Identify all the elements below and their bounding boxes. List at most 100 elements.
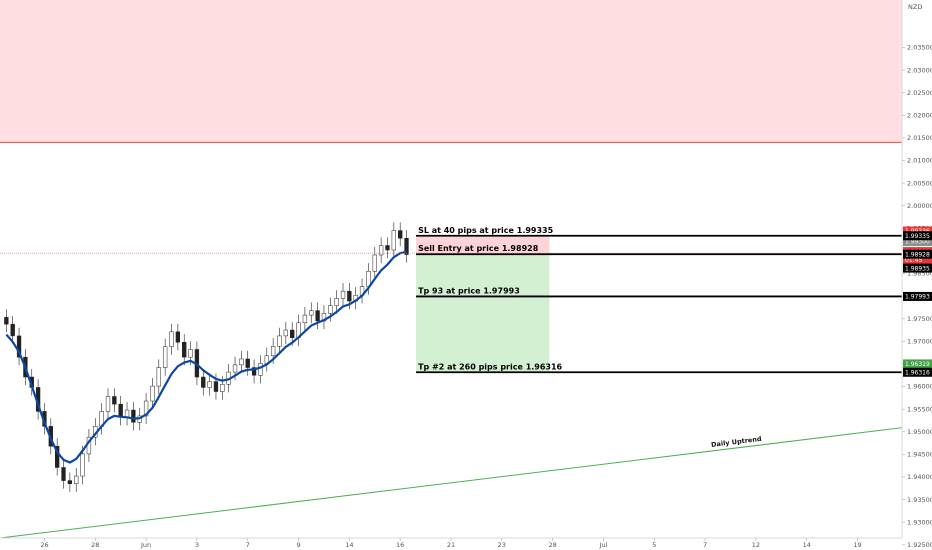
candle-body <box>334 298 339 306</box>
candle-body <box>328 305 333 314</box>
price-tag: 1.99300 <box>905 239 930 246</box>
candle-body <box>105 396 111 412</box>
x-tick-label: 23 <box>498 541 506 549</box>
candle-body <box>162 346 168 368</box>
y-tick-label: 1.94000 <box>907 473 932 481</box>
candle-body <box>213 381 219 392</box>
candle-body <box>258 363 263 376</box>
candle-body <box>175 331 181 343</box>
candle-body <box>245 358 250 368</box>
candle-body <box>201 376 206 388</box>
candle-body <box>385 245 390 251</box>
level-price-tag: 1.99335 <box>905 233 930 240</box>
level-price-tag-bg <box>903 231 932 241</box>
y-tick-label: 2.00500 <box>907 179 932 187</box>
y-tick-label: 1.93500 <box>907 496 932 504</box>
candle-body <box>378 245 384 256</box>
level-label: Sell Entry at price 1.98928 <box>418 244 539 253</box>
x-tick-label: 26 <box>40 541 48 549</box>
candle-body <box>239 358 244 366</box>
daily-uptrend-line <box>0 427 903 539</box>
level-label: Tp 93 at price 1.97993 <box>418 286 520 295</box>
y-tick-label: 1.96000 <box>907 383 932 391</box>
x-tick-label: 9 <box>296 541 300 549</box>
y-tick-label: 2.01000 <box>907 157 932 165</box>
candle-body <box>143 400 149 417</box>
y-tick-label: 1.93000 <box>907 518 932 526</box>
price-tag-bg <box>903 226 932 236</box>
level-price-tag: 1.97993 <box>905 294 930 301</box>
x-tick-label: Jun <box>140 541 151 549</box>
y-tick-label: 1.97000 <box>907 338 932 346</box>
candle-body <box>398 230 403 239</box>
x-tick-label: 28 <box>548 541 556 549</box>
risk-box <box>416 235 550 255</box>
candle-body <box>150 385 155 402</box>
candle-body <box>270 346 276 357</box>
x-tick-label: 7 <box>246 541 250 549</box>
candle-body <box>55 445 60 468</box>
candle-body <box>61 467 66 481</box>
candle-body <box>283 329 289 337</box>
x-tick-label: 28 <box>91 541 99 549</box>
candle-body <box>302 314 308 324</box>
x-tick-label: 16 <box>396 541 404 549</box>
y-tick-label: 1.97500 <box>907 315 932 323</box>
level-label: SL at 40 pips at price 1.99335 <box>418 226 554 235</box>
y-tick-label: 2.00000 <box>907 202 932 210</box>
candle-body <box>156 367 161 387</box>
x-tick-label: 14 <box>803 541 811 549</box>
y-tick-label: 2.03500 <box>907 44 932 52</box>
level-price-tag: 1.96316 <box>905 369 930 376</box>
candle-body <box>80 453 85 477</box>
candle-body <box>118 403 123 418</box>
y-tick-label: 1.94500 <box>907 451 932 459</box>
y-tick-label: 2.02500 <box>907 89 932 97</box>
x-tick-label: 3 <box>195 541 199 549</box>
candle-body <box>182 341 187 358</box>
candle-body <box>188 349 193 358</box>
candle-body <box>169 331 174 348</box>
y-tick-label: 2.01500 <box>907 134 932 142</box>
candle-body <box>232 364 238 373</box>
level-price-tag-bg <box>903 291 932 301</box>
y-tick-label: 2.02000 <box>907 111 932 119</box>
currency-label: NZD <box>908 3 922 11</box>
candle-body <box>315 310 320 322</box>
candle-body <box>251 367 257 376</box>
y-tick-label: 1.98500 <box>907 270 932 278</box>
price-tag-bg <box>903 236 932 246</box>
moving-average-line <box>5 250 407 464</box>
price-tag-bg <box>903 359 932 369</box>
price-tag: 1.98935 <box>905 265 930 272</box>
candle-body <box>404 238 409 255</box>
y-tick-label: 2.03000 <box>907 66 932 74</box>
candle-body <box>309 310 314 316</box>
price-tag-bg <box>903 255 932 265</box>
x-tick-label: 5 <box>652 541 656 549</box>
price-tag-bg <box>903 263 932 273</box>
resistance-zone <box>0 0 902 143</box>
price-tag: 1.96319 <box>905 361 930 368</box>
x-tick-label: 7 <box>703 541 707 549</box>
daily-uptrend-label: Daily Uptrend <box>711 435 763 449</box>
level-price-tag-bg <box>903 249 932 259</box>
candle-body <box>290 329 295 338</box>
candle-body <box>207 381 212 388</box>
candle-body <box>372 254 377 272</box>
candle-body <box>347 290 352 302</box>
candle-body <box>4 317 9 325</box>
price-tag: 01:45 <box>905 257 922 264</box>
candle-body <box>67 480 73 484</box>
candle-body <box>131 409 136 423</box>
candle-body <box>10 323 15 337</box>
candle-body <box>112 396 117 405</box>
x-tick-label: Jul <box>599 541 608 549</box>
candle-body <box>391 230 396 251</box>
x-tick-label: 12 <box>752 541 760 549</box>
candle-body <box>220 384 225 392</box>
x-tick-label: 21 <box>447 541 455 549</box>
profit-box <box>416 254 550 373</box>
candle-body <box>74 475 79 484</box>
